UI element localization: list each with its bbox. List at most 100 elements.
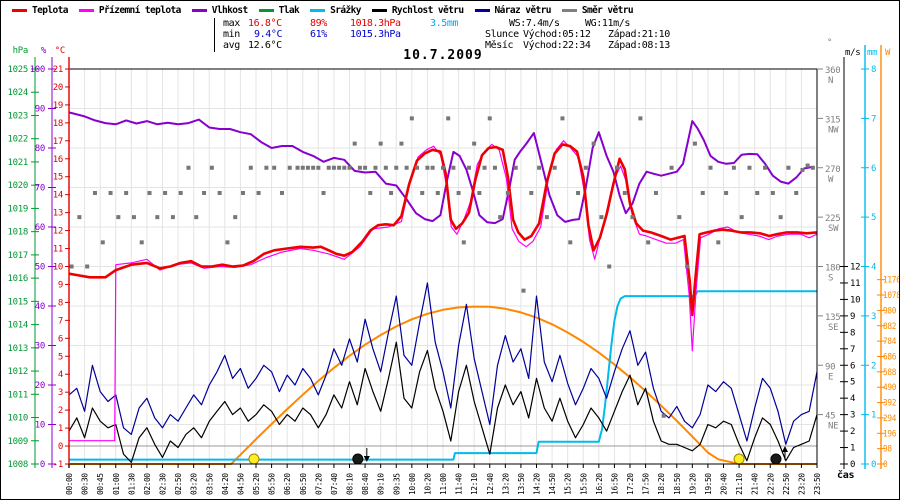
svg-text:1022: 1022: [8, 135, 28, 145]
wind-direction-point: [786, 165, 791, 170]
legend-item-3: Tlak: [258, 5, 300, 16]
svg-text:19:50: 19:50: [704, 473, 713, 495]
wind-direction-point: [368, 190, 373, 195]
wind-direction-point: [456, 190, 461, 195]
wind-direction-point: [615, 165, 620, 170]
svg-text:S: S: [828, 274, 833, 284]
wind-direction-point: [300, 165, 305, 170]
svg-text:0: 0: [40, 460, 45, 470]
svg-text:°C: °C: [55, 46, 65, 56]
sunrise-marker: [248, 453, 260, 465]
wind-direction-point: [552, 165, 557, 170]
svg-text:6: 6: [58, 334, 63, 344]
svg-text:08:40: 08:40: [361, 473, 370, 495]
wind-direction-point: [202, 190, 207, 195]
stat-precip-total: 3.5mm: [430, 18, 459, 29]
svg-text:294: 294: [883, 414, 896, 424]
wind-direction-point: [131, 215, 136, 220]
series-precipitation: [69, 290, 817, 461]
wind-direction-point: [669, 165, 674, 170]
svg-text:70: 70: [35, 184, 45, 194]
legend-label: Tlak: [278, 5, 300, 16]
svg-text:10:20: 10:20: [423, 473, 432, 495]
wind-direction-point: [451, 165, 456, 170]
svg-text:2: 2: [58, 406, 63, 416]
wind-direction-point: [805, 163, 810, 168]
wind-direction-point: [763, 165, 768, 170]
right-axes: °360N315NW270W225SW180S135SE90E45NEm/s01…: [817, 38, 899, 470]
wind-direction-point: [217, 190, 222, 195]
stat-min-temp: 9.4°C: [254, 29, 283, 40]
wind-direction-point: [209, 165, 214, 170]
wind-direction-point: [568, 240, 573, 245]
stat-wind-speed-max: WS:7.4m/s: [509, 18, 560, 29]
stats-divider: [214, 18, 215, 52]
sun-label: Slunce: [485, 29, 519, 40]
series-temperature: [68, 143, 818, 317]
svg-text:SE: SE: [828, 323, 838, 333]
wind-direction-point: [116, 215, 121, 220]
svg-text:22:50: 22:50: [782, 473, 791, 495]
svg-text:21:10: 21:10: [735, 473, 744, 495]
wind-direction-point: [685, 264, 690, 269]
wind-direction-point: [256, 190, 261, 195]
wind-direction-point: [521, 288, 526, 293]
wind-direction-point: [739, 215, 744, 220]
svg-text:3: 3: [850, 411, 855, 421]
svg-text:196: 196: [883, 429, 896, 439]
wind-direction-point: [170, 215, 175, 220]
wind-direction-point: [794, 190, 799, 195]
svg-text:20: 20: [53, 83, 63, 93]
svg-text:00:45: 00:45: [96, 473, 105, 495]
legend-label: Přízemní teplota: [98, 5, 182, 16]
wind-direction-point: [225, 240, 230, 245]
wind-direction-point: [352, 141, 357, 146]
svg-text:0: 0: [883, 460, 887, 470]
wind-direction-point: [630, 215, 635, 220]
svg-text:13: 13: [53, 209, 63, 219]
svg-text:17:20: 17:20: [626, 473, 635, 495]
svg-text:21: 21: [53, 65, 63, 75]
stat-avg-label: avg: [223, 40, 240, 51]
wind-direction-point: [591, 141, 596, 146]
series-ground-temperature: [69, 140, 818, 442]
legend-swatch: [12, 9, 27, 12]
wind-direction-point: [331, 165, 336, 170]
wind-direction-point: [248, 165, 253, 170]
svg-text:1021: 1021: [8, 158, 28, 168]
wind-direction-point: [653, 190, 658, 195]
legend-label: Teplota: [32, 5, 68, 16]
svg-text:4: 4: [871, 263, 876, 273]
svg-text:00:30: 00:30: [81, 473, 90, 495]
svg-text:15: 15: [53, 173, 63, 183]
svg-text:45: 45: [825, 412, 835, 422]
wind-direction-point: [394, 165, 399, 170]
stat-wind-gust-max: WG:11m/s: [585, 18, 630, 29]
svg-text:14:50: 14:50: [548, 473, 557, 495]
svg-text:09:10: 09:10: [377, 473, 386, 495]
svg-text:980: 980: [883, 306, 896, 316]
svg-text:18:20: 18:20: [657, 473, 666, 495]
svg-text:1009: 1009: [8, 437, 28, 447]
svg-text:686: 686: [883, 352, 896, 362]
svg-text:11:00: 11:00: [439, 473, 448, 495]
legend-swatch: [310, 9, 326, 12]
legend-label: Rychlost větru: [391, 5, 464, 16]
wind-direction-point: [241, 190, 246, 195]
svg-text:80: 80: [35, 144, 45, 154]
svg-text:1014: 1014: [8, 321, 28, 331]
svg-text:01:30: 01:30: [127, 473, 136, 495]
stat-min-pressure: 1015.3hPa: [350, 29, 401, 40]
wind-direction-point: [100, 240, 105, 245]
series-solar-radiation: [69, 305, 817, 465]
moonset-marker: [352, 448, 370, 465]
wind-direction-point: [461, 240, 466, 245]
wind-direction-point: [446, 116, 451, 121]
legend-label: Srážky: [330, 5, 361, 16]
sunset-marker: [733, 453, 745, 465]
wind-direction-point: [487, 116, 492, 121]
wind-direction-point: [420, 190, 425, 195]
wind-direction-point: [513, 165, 518, 170]
svg-text:1008: 1008: [8, 460, 28, 470]
